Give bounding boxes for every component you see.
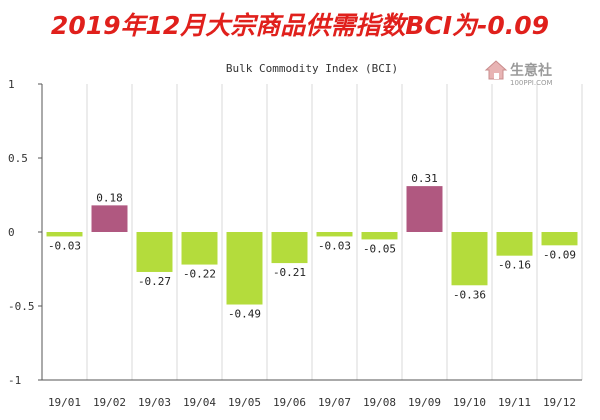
x-tick-label: 19/01 — [48, 396, 81, 409]
chart-headline: 2019年12月大宗商品供需指数BCI为-0.09 — [50, 11, 550, 40]
x-tick-label: 19/05 — [228, 396, 261, 409]
bar-19/07 — [316, 232, 353, 237]
y-tick-label: -0.5 — [8, 300, 35, 313]
x-tick-label: 19/10 — [453, 396, 486, 409]
value-label: -0.16 — [498, 259, 531, 272]
value-label: -0.36 — [453, 288, 486, 301]
x-tick-label: 19/04 — [183, 396, 216, 409]
chart-title: Bulk Commodity Index (BCI) — [226, 62, 398, 75]
y-tick-label: 0.5 — [8, 152, 28, 165]
bar-19/02 — [91, 205, 128, 232]
bars — [46, 186, 578, 305]
y-tick-label: -1 — [8, 374, 21, 387]
value-label: -0.09 — [543, 248, 576, 261]
x-tick-label: 19/02 — [93, 396, 126, 409]
x-tick-label: 19/08 — [363, 396, 396, 409]
bci-bar-chart: Bulk Commodity Index (BCI) -0.03 0.18 -0.2… — [8, 60, 583, 409]
site-logo: 生意社 100PPI.COM — [484, 60, 553, 87]
x-axis: 19/01 19/02 19/03 19/04 19/05 19/06 19/07 19/08… — [42, 379, 582, 409]
value-label: -0.27 — [138, 275, 171, 288]
bar-19/01 — [46, 232, 83, 237]
bar-19/04 — [181, 232, 218, 265]
gridlines — [41, 84, 583, 380]
x-tick-label: 19/11 — [498, 396, 531, 409]
bar-19/06 — [271, 232, 308, 264]
bar-19/11 — [496, 232, 533, 256]
value-label: 0.18 — [96, 191, 123, 204]
value-label: -0.22 — [183, 268, 216, 281]
bar-19/10 — [451, 232, 488, 286]
x-tick-label: 19/06 — [273, 396, 306, 409]
logo-url: 100PPI.COM — [510, 79, 553, 87]
bar-19/08 — [361, 232, 398, 240]
value-label: -0.03 — [318, 239, 351, 252]
x-tick-label: 19/07 — [318, 396, 351, 409]
logo-text: 生意社 — [510, 62, 552, 79]
x-tick-label: 19/09 — [408, 396, 441, 409]
x-tick-label: 19/12 — [543, 396, 576, 409]
value-label: -0.03 — [48, 239, 81, 252]
value-label: 0.31 — [411, 172, 438, 185]
y-tick-label: 0 — [8, 226, 15, 239]
value-label: -0.49 — [228, 308, 261, 321]
bar-19/09 — [406, 186, 443, 232]
bar-19/12 — [541, 232, 578, 246]
value-labels: -0.03 0.18 -0.27 -0.22 -0.49 -0.21 -0.03 -0.05 0… — [48, 172, 576, 320]
value-label: -0.21 — [273, 266, 306, 279]
x-tick-label: 19/03 — [138, 396, 171, 409]
bar-19/05 — [226, 232, 263, 305]
value-label: -0.05 — [363, 242, 396, 255]
y-tick-label: 1 — [8, 78, 15, 91]
bar-19/03 — [136, 232, 173, 272]
y-axis: 1 0.5 0 -0.5 -1 — [8, 78, 43, 387]
house-icon — [484, 60, 508, 80]
